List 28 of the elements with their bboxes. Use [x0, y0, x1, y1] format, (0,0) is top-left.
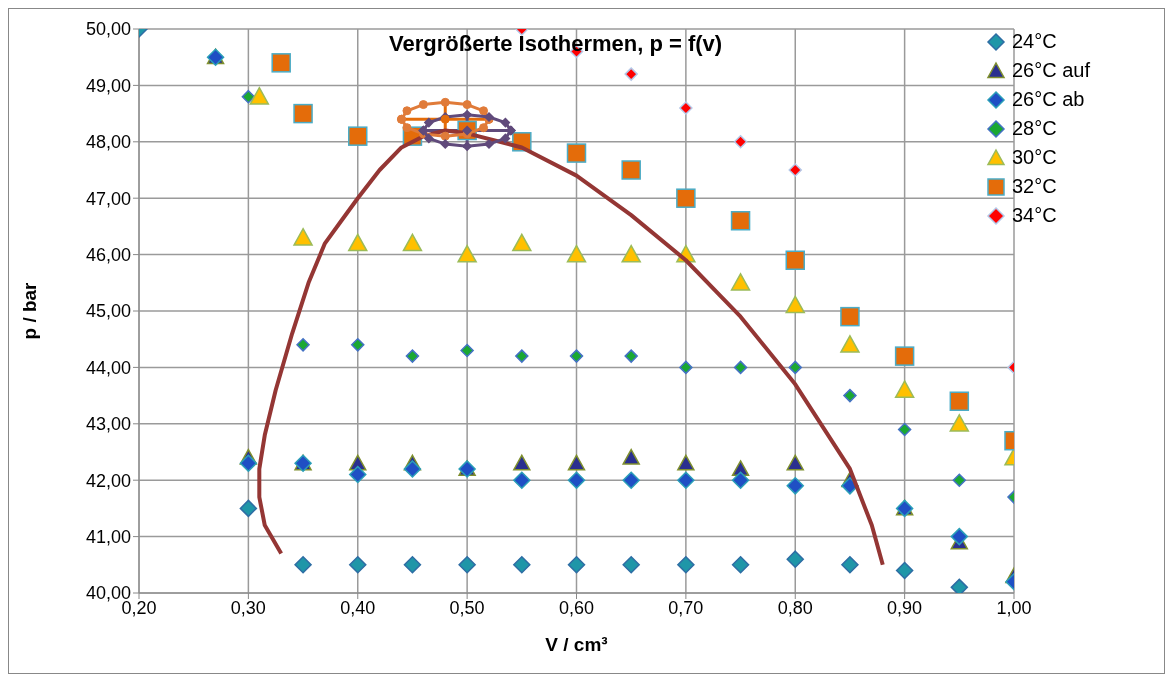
legend-label: 32°C: [1012, 175, 1057, 198]
y-axis-title: p / bar: [18, 281, 40, 340]
legend-label: 24°C: [1012, 30, 1057, 53]
y-tick-label: 48,00: [85, 132, 131, 153]
x-tick-label: 0,70: [668, 597, 704, 618]
y-tick-label: 45,00: [85, 301, 131, 322]
y-tick-label: 43,00: [85, 414, 131, 435]
y-tick-label: 50,00: [85, 19, 131, 40]
x-tick-label: 0,60: [558, 597, 595, 618]
x-axis-title: V / cm³: [545, 634, 608, 655]
chart-title: Vergrößerte Isothermen, p = f(v): [389, 31, 723, 57]
x-tick-label: 1,00: [996, 597, 1032, 618]
legend-label: 26°C auf: [1012, 59, 1091, 82]
x-tick-label: 0,30: [230, 597, 266, 618]
y-tick-label: 41,00: [85, 526, 131, 547]
legend-label: 34°C: [1012, 204, 1057, 227]
y-tick-label: 42,00: [85, 470, 131, 491]
legend-label: 28°C: [1012, 117, 1057, 140]
y-tick-label: 46,00: [85, 244, 131, 265]
x-tick-label: 0,90: [887, 597, 923, 618]
y-tick-label: 47,00: [85, 188, 131, 209]
legend-label: 30°C: [1012, 146, 1057, 169]
y-tick-label: 44,00: [85, 357, 131, 378]
y-tick-label: 49,00: [85, 75, 131, 96]
legend-label: 26°C ab: [1012, 88, 1085, 111]
x-tick-label: 0,80: [777, 597, 813, 618]
x-tick-label: 0,40: [340, 597, 376, 618]
x-tick-label: 0,50: [449, 597, 485, 618]
